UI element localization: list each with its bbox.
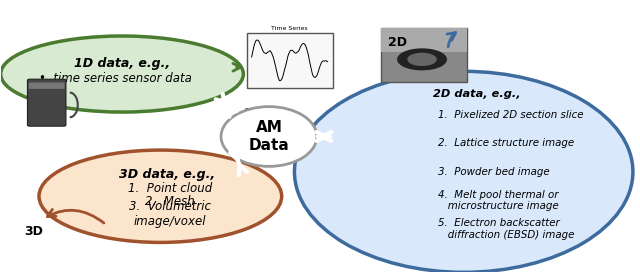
- Ellipse shape: [294, 71, 633, 272]
- Text: 3.  Volumetric
image/voxel: 3. Volumetric image/voxel: [129, 200, 211, 228]
- FancyBboxPatch shape: [381, 28, 467, 52]
- Ellipse shape: [221, 107, 317, 166]
- Text: •  time series sensor data: • time series sensor data: [39, 72, 192, 85]
- Text: 3.  Powder bed image: 3. Powder bed image: [438, 167, 550, 177]
- Text: Time Series: Time Series: [271, 26, 308, 31]
- Ellipse shape: [39, 150, 282, 242]
- Text: 5.  Electron backscatter
   diffraction (EBSD) image: 5. Electron backscatter diffraction (EBS…: [438, 218, 575, 240]
- Text: 1D data, e.g.,: 1D data, e.g.,: [74, 57, 170, 70]
- Text: 2.  Mesh: 2. Mesh: [145, 195, 195, 208]
- Text: 3D data, e.g.,: 3D data, e.g.,: [118, 168, 215, 181]
- FancyBboxPatch shape: [28, 79, 66, 126]
- Text: 4.  Melt pool thermal or
   microstructure image: 4. Melt pool thermal or microstructure i…: [438, 189, 559, 211]
- Text: 2.  Lattice structure image: 2. Lattice structure image: [438, 138, 574, 148]
- Text: 1D: 1D: [243, 107, 262, 120]
- Ellipse shape: [1, 36, 243, 112]
- FancyBboxPatch shape: [246, 33, 333, 88]
- Text: 1.  Point cloud: 1. Point cloud: [128, 182, 212, 195]
- Text: 2D data, e.g.,: 2D data, e.g.,: [433, 89, 520, 99]
- Text: AM
Data: AM Data: [248, 120, 289, 153]
- Text: 1.  Pixelized 2D section slice: 1. Pixelized 2D section slice: [438, 110, 584, 120]
- Text: 2D: 2D: [388, 36, 408, 49]
- Circle shape: [398, 49, 446, 70]
- FancyBboxPatch shape: [29, 82, 65, 89]
- Circle shape: [408, 54, 436, 65]
- Text: 3D: 3D: [24, 225, 44, 238]
- FancyBboxPatch shape: [381, 28, 467, 82]
